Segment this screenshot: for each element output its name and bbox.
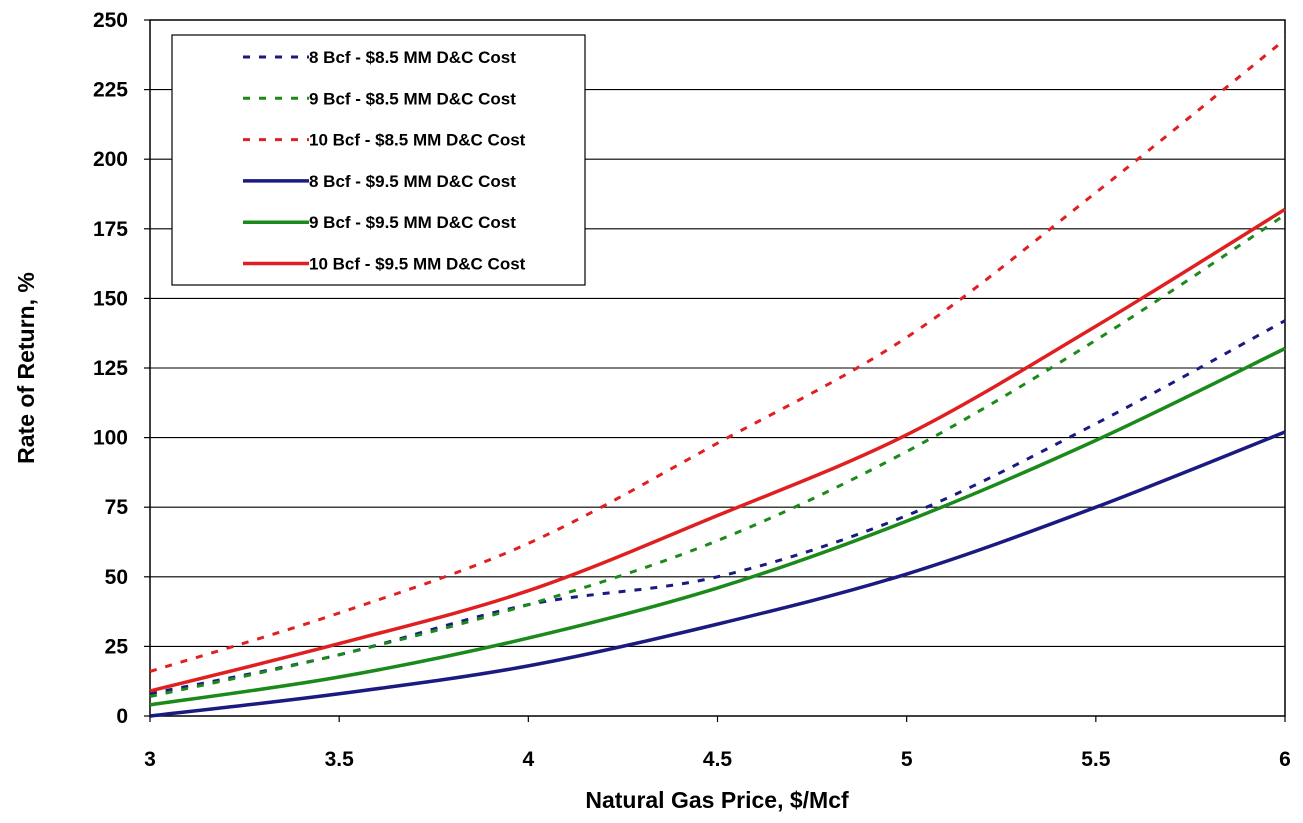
x-tick-label: 4 <box>522 748 534 771</box>
y-tick-label: 25 <box>105 635 129 658</box>
legend: 8 Bcf - $8.5 MM D&C Cost 9 Bcf - $8.5 MM … <box>171 34 586 286</box>
legend-label: 9 Bcf - $9.5 MM D&C Cost <box>309 213 516 232</box>
y-tick-label: 150 <box>93 287 128 310</box>
legend-label: 8 Bcf - $8.5 MM D&C Cost <box>309 48 516 67</box>
y-axis-ticks: 0 25 50 75 100 125 150 175 200 225 250 <box>93 9 150 728</box>
y-tick-label: 250 <box>93 9 128 32</box>
x-tick-label: 6 <box>1279 748 1291 771</box>
x-axis-ticks: 3 3.5 4 4.5 5 5.5 6 <box>144 716 1291 771</box>
series-line-3 <box>149 38 1286 673</box>
series-line-2 <box>149 213 1286 698</box>
x-axis-title: Natural Gas Price, $/Mcf <box>585 787 849 813</box>
y-tick-label: 50 <box>105 566 128 589</box>
y-tick-label: 200 <box>93 148 128 171</box>
x-tick-label: 4.5 <box>703 748 733 771</box>
y-tick-label: 175 <box>93 218 128 241</box>
series-line-5 <box>149 346 1286 707</box>
series-line-6 <box>149 207 1286 693</box>
y-axis-title: Rate of Return, % <box>13 272 39 464</box>
series-lines <box>149 38 1286 718</box>
series-line-4 <box>149 430 1286 718</box>
y-tick-label: 0 <box>116 705 128 728</box>
x-tick-label: 5 <box>901 748 913 771</box>
y-tick-label: 75 <box>105 496 129 519</box>
legend-label: 8 Bcf - $9.5 MM D&C Cost <box>309 172 516 191</box>
x-tick-label: 5.5 <box>1081 748 1111 771</box>
legend-label: 10 Bcf - $8.5 MM D&C Cost <box>309 131 526 150</box>
y-tick-label: 125 <box>93 357 128 380</box>
legend-label: 10 Bcf - $9.5 MM D&C Cost <box>309 255 526 274</box>
x-tick-label: 3.5 <box>325 748 355 771</box>
legend-box <box>171 34 586 286</box>
y-tick-label: 225 <box>93 79 128 102</box>
y-tick-label: 100 <box>93 427 128 450</box>
x-tick-label: 3 <box>144 748 156 771</box>
legend-label: 9 Bcf - $8.5 MM D&C Cost <box>309 89 516 108</box>
